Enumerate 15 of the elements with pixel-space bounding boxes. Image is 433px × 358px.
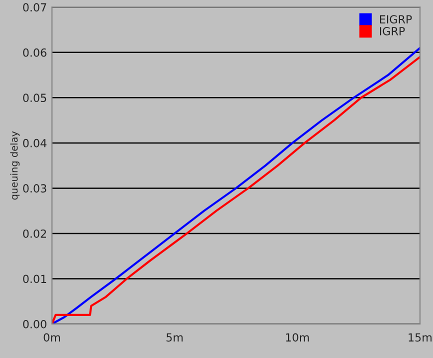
y-tick-label: 0.03 <box>23 184 46 193</box>
x-tick-label: 15m <box>408 333 432 342</box>
legend-label: IGRP <box>380 27 405 36</box>
x-tick-label: 10m <box>286 333 309 342</box>
y-tick-label: 0.06 <box>23 48 46 57</box>
y-tick-label: 0.01 <box>23 274 46 284</box>
x-tick-label: 5m <box>166 333 183 342</box>
y-axis-title: queuing delay <box>10 131 20 200</box>
y-tick-label: 0.04 <box>23 138 46 148</box>
y-tick-label: 0.00 <box>23 320 46 328</box>
y-tick-label: 0.07 <box>23 3 46 12</box>
legend-label: EIGRP <box>380 15 412 24</box>
y-tick-label: 0.05 <box>23 94 46 102</box>
x-tick-label: 0m <box>44 333 60 342</box>
y-tick-label: 0.02 <box>23 229 46 238</box>
